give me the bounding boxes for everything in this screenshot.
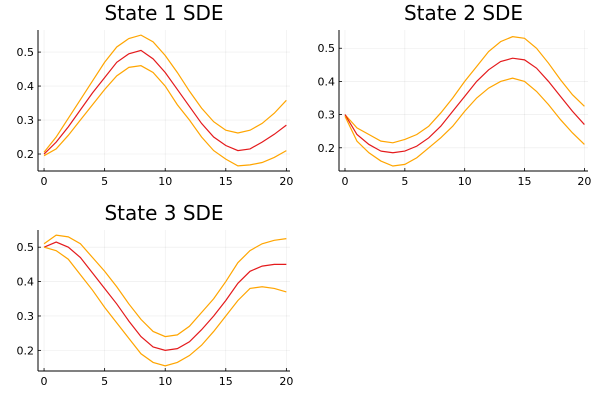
x-tick-label: 0 bbox=[341, 175, 348, 188]
y-tick-label: 0.2 bbox=[318, 142, 336, 155]
x-tick-label: 15 bbox=[219, 375, 233, 388]
x-tick-label: 5 bbox=[401, 175, 408, 188]
series-line-upper bbox=[43, 234, 287, 338]
chart-panel-3: State 3 SDE 0 5 10 15 20 0.2 0.3 0.4 0.5 bbox=[17, 201, 294, 388]
x-tick-label: 10 bbox=[458, 175, 472, 188]
series-line-upper bbox=[43, 34, 287, 153]
chart-title: State 2 SDE bbox=[404, 1, 523, 25]
x-tick-label: 5 bbox=[101, 375, 108, 388]
y-tick-label: 0.2 bbox=[17, 148, 35, 161]
y-tick-label: 0.5 bbox=[318, 42, 336, 55]
x-tick-label: 10 bbox=[158, 175, 172, 188]
x-tick-label: 20 bbox=[279, 375, 293, 388]
y-tick-label: 0.3 bbox=[17, 114, 35, 127]
series-line-mean bbox=[43, 241, 287, 351]
series-line-mean bbox=[344, 57, 585, 154]
series-line-lower bbox=[43, 65, 287, 167]
series-line-lower bbox=[344, 77, 585, 167]
y-tick-label: 0.4 bbox=[17, 80, 35, 93]
y-tick-label: 0.4 bbox=[17, 276, 35, 289]
series-line-upper bbox=[344, 36, 585, 144]
x-tick-label: 15 bbox=[518, 175, 532, 188]
y-tick-label: 0.5 bbox=[17, 46, 35, 59]
series-line-lower bbox=[43, 246, 287, 367]
chart-panel-1: State 1 SDE 0 5 10 15 20 0.2 0.3 0.4 0.5 bbox=[17, 1, 294, 188]
x-tick-label: 20 bbox=[279, 175, 293, 188]
chart-panel-2: State 2 SDE 0 5 10 15 20 0.2 0.3 0.4 0.5 bbox=[318, 1, 592, 188]
x-tick-label: 20 bbox=[577, 175, 591, 188]
x-tick-label: 0 bbox=[41, 375, 48, 388]
x-tick-label: 10 bbox=[158, 375, 172, 388]
y-tick-label: 0.4 bbox=[318, 75, 336, 88]
y-tick-label: 0.2 bbox=[17, 344, 35, 357]
x-tick-label: 0 bbox=[41, 175, 48, 188]
chart-title: State 1 SDE bbox=[104, 1, 223, 25]
y-tick-label: 0.5 bbox=[17, 241, 35, 254]
x-tick-label: 15 bbox=[219, 175, 233, 188]
series-line-mean bbox=[43, 49, 287, 155]
y-tick-label: 0.3 bbox=[318, 109, 336, 122]
x-tick-label: 5 bbox=[101, 175, 108, 188]
chart-title: State 3 SDE bbox=[104, 201, 223, 225]
y-tick-label: 0.3 bbox=[17, 310, 35, 323]
